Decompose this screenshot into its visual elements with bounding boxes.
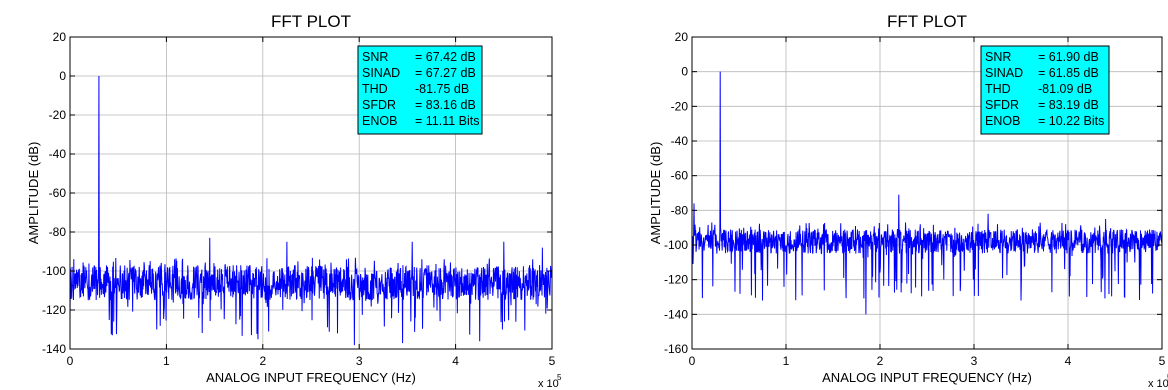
chart-0-info-snr-value: = 67.42 dB bbox=[415, 50, 476, 64]
chart-1-title: FFT PLOT bbox=[887, 12, 967, 31]
chart-0-info-box: SNR = 67.42 dB SINAD = 67.27 dB THD -81.75 dB… bbox=[357, 45, 483, 135]
chart-1-ticks: 0 1 2 3 4 5 20 0 -20 -40 -60 -80 -100 -120 -140 -160 bbox=[664, 30, 1166, 368]
chart-1-info-enob-label: ENOB bbox=[985, 114, 1020, 128]
chart-1-ytick-label-1: 0 bbox=[681, 65, 688, 79]
chart-0-info-thd-value: -81.75 dB bbox=[415, 82, 469, 96]
chart-0-info-thd-label: THD bbox=[362, 82, 388, 96]
chart-1-info-sinad-label: SINAD bbox=[985, 66, 1023, 80]
chart-0-ytick-label-3: -40 bbox=[49, 147, 67, 161]
chart-0-ytick-label-0: 20 bbox=[53, 30, 67, 44]
chart-1-xtick-label-3: 3 bbox=[971, 354, 978, 368]
chart-1-ytick-label-6: -100 bbox=[664, 238, 688, 252]
chart-0-info-sfdr-label: SFDR bbox=[362, 98, 396, 112]
chart-1-info-sfdr-label: SFDR bbox=[985, 98, 1019, 112]
chart-0-xtick-label-1: 1 bbox=[163, 354, 170, 368]
chart-1-info-enob-value: = 10.22 Bits bbox=[1038, 114, 1104, 128]
chart-0-ytick-label-1: 0 bbox=[59, 69, 66, 83]
chart-0-xtick-label-3: 3 bbox=[356, 354, 363, 368]
chart-1-ylabel: AMPLITUDE (dB) bbox=[648, 142, 663, 245]
fft-chart-left-svg: 0 1 2 3 4 5 20 0 -20 -40 -60 -80 -100 -120 -140 FFT PLO… bbox=[26, 12, 562, 390]
chart-1-xtick-label-0: 0 bbox=[689, 354, 696, 368]
chart-1-ytick-label-0: 20 bbox=[675, 30, 689, 44]
chart-0-ytick-label-7: -120 bbox=[42, 303, 66, 317]
fft-chart-right: 0 1 2 3 4 5 20 0 -20 -40 -60 -80 -100 -120 -140 -160 FFT… bbox=[590, 0, 1168, 390]
chart-1-xtick-label-4: 4 bbox=[1065, 354, 1072, 368]
chart-0-ticks: 0 1 2 3 4 5 20 0 -20 -40 -60 -80 -100 -120 -140 bbox=[42, 30, 556, 368]
chart-0-xmultiplier: x 10 bbox=[538, 378, 559, 390]
chart-0-spectrum-line bbox=[69, 75, 553, 346]
chart-1-ytick-label-9: -160 bbox=[664, 342, 688, 356]
chart-1-ytick-label-8: -140 bbox=[664, 307, 688, 321]
chart-0-info-sinad-label: SINAD bbox=[362, 66, 400, 80]
chart-1-ytick-label-3: -40 bbox=[671, 134, 689, 148]
chart-1-ytick-label-5: -80 bbox=[671, 203, 689, 217]
chart-0-ytick-label-8: -140 bbox=[42, 342, 66, 356]
chart-0-info-enob-label: ENOB bbox=[362, 114, 397, 128]
chart-1-info-thd-label: THD bbox=[985, 82, 1011, 96]
chart-0-info-snr-label: SNR bbox=[362, 50, 388, 64]
chart-0-xtick-label-2: 2 bbox=[259, 354, 266, 368]
chart-0-xtick-label-4: 4 bbox=[452, 354, 459, 368]
chart-1-xmultiplier: x 10 bbox=[1148, 378, 1168, 390]
chart-0-xtick-label-5: 5 bbox=[549, 354, 556, 368]
chart-0-ytick-label-4: -60 bbox=[49, 186, 67, 200]
chart-1-info-sfdr-value: = 83.19 dB bbox=[1038, 98, 1099, 112]
chart-1-ytick-label-4: -60 bbox=[671, 169, 689, 183]
chart-1-xtick-label-2: 2 bbox=[877, 354, 884, 368]
chart-0-xlabel: ANALOG INPUT FREQUENCY (Hz) bbox=[206, 370, 416, 385]
chart-0-info-enob-value: = 11.11 Bits bbox=[415, 114, 480, 128]
chart-1-info-snr-value: = 61.90 dB bbox=[1038, 50, 1099, 64]
chart-1-xtick-label-5: 5 bbox=[1159, 354, 1166, 368]
chart-0-info-sfdr-value: = 83.16 dB bbox=[415, 98, 476, 112]
chart-1-info-box-bg bbox=[980, 45, 1110, 135]
chart-1-ytick-label-2: -20 bbox=[671, 99, 689, 113]
chart-0-info-sinad-value: = 67.27 dB bbox=[415, 66, 476, 80]
chart-1-xtick-label-1: 1 bbox=[783, 354, 790, 368]
chart-1-info-thd-value: -81.09 dB bbox=[1038, 82, 1092, 96]
fft-chart-right-svg: 0 1 2 3 4 5 20 0 -20 -40 -60 -80 -100 -120 -140 -160 FFT… bbox=[648, 12, 1168, 390]
chart-1-plot-border bbox=[691, 36, 1163, 350]
chart-1-info-snr-label: SNR bbox=[985, 50, 1011, 64]
chart-0-ytick-label-2: -20 bbox=[49, 108, 67, 122]
chart-1-spectrum-line bbox=[691, 71, 1163, 315]
chart-0-xmultiplier-exp: 5 bbox=[557, 373, 562, 382]
chart-1-info-sinad-value: = 61.85 dB bbox=[1038, 66, 1099, 80]
chart-0-xtick-label-0: 0 bbox=[67, 354, 74, 368]
chart-0-ytick-label-5: -80 bbox=[49, 225, 67, 239]
chart-0-info-box-bg bbox=[357, 45, 483, 135]
chart-1-ytick-label-7: -120 bbox=[664, 273, 688, 287]
chart-1-info-box: SNR = 61.90 dB SINAD = 61.85 dB THD -81.09 dB… bbox=[980, 45, 1110, 135]
chart-1-xlabel: ANALOG INPUT FREQUENCY (Hz) bbox=[822, 370, 1032, 385]
chart-0-ylabel: AMPLITUDE (dB) bbox=[26, 142, 41, 245]
chart-0-title: FFT PLOT bbox=[271, 12, 351, 31]
chart-0-ytick-label-6: -100 bbox=[42, 264, 66, 278]
fft-chart-left: 0 1 2 3 4 5 20 0 -20 -40 -60 -80 -100 -120 -140 FFT PLO… bbox=[0, 0, 570, 390]
